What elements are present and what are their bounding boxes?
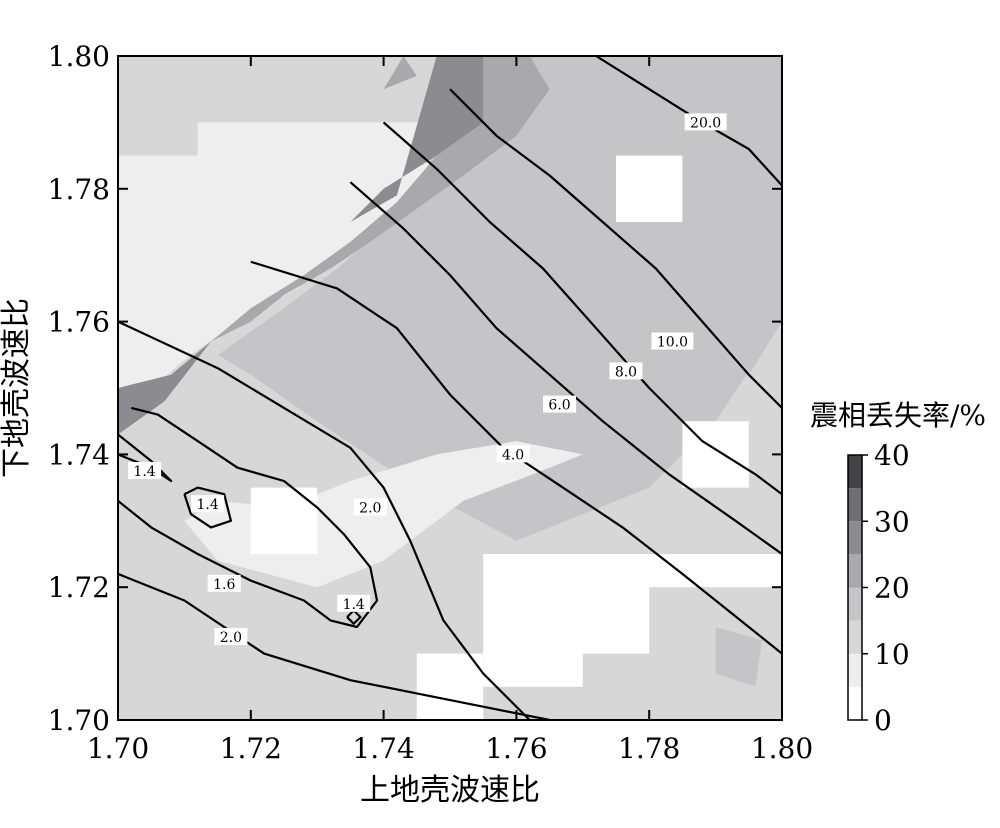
y-tick-label: 1.80 (48, 40, 110, 73)
fill-region-14 (715, 627, 763, 687)
y-tick-label: 1.76 (48, 306, 110, 339)
contour-line-6.0 (349, 181, 782, 555)
y-tick-label: 1.74 (48, 438, 110, 471)
y-tick-label: 1.72 (48, 571, 110, 604)
x-tick-label: 1.74 (352, 732, 414, 765)
x-tick-label: 1.72 (220, 732, 282, 765)
contour-label-6.0: 6.0 (548, 398, 570, 414)
y-axis: 1.70 1.72 1.74 1.76 1.78 1.80 (48, 40, 782, 737)
contour-line-1.6 (118, 406, 379, 629)
contour-label-1.4: 1.4 (343, 597, 365, 613)
colorbar-tick-label: 10 (874, 638, 910, 671)
contour-label-box (543, 395, 577, 413)
contour-label-1.4: 1.4 (197, 497, 219, 513)
contour-label-2.0: 2.0 (220, 630, 242, 646)
contour-line-4.0 (250, 260, 782, 655)
x-tick-label: 1.78 (618, 732, 680, 765)
contour-label-2.0: 2.0 (359, 501, 381, 517)
contour-line-10.0 (449, 88, 782, 409)
colorbar-ticks: 0 10 20 30 40 (862, 439, 910, 737)
contour-line-8.0 (382, 121, 782, 496)
fill-region-5 (383, 56, 417, 90)
contour-labels: 1.4 1.4 1.4 1.6 2.0 2.0 4.0 6.0 8.0 10.0 20.0 (128, 113, 727, 646)
contour-line-1.4 (346, 609, 362, 625)
fill-region-13 (350, 321, 484, 402)
contour-label-box (337, 594, 371, 612)
colorbar: 震相丢失率/% 0 10 20 30 40 (810, 399, 986, 737)
colorbar-swatch (848, 521, 862, 555)
colorbar-swatches (847, 454, 863, 721)
colorbar-swatch (848, 455, 862, 489)
contour-label-box (207, 574, 241, 592)
y-tick-label: 1.70 (48, 704, 110, 737)
colorbar-tick-label: 30 (874, 505, 910, 538)
fill-region-7 (250, 487, 318, 554)
contour-label-1.6: 1.6 (213, 577, 235, 593)
contour-label-box (684, 113, 727, 131)
contour-line-1.4 (183, 486, 232, 529)
colorbar-tick-label: 20 (874, 572, 910, 605)
contour-label-box (191, 495, 225, 513)
contour-label-box (609, 362, 643, 380)
fill-region-8 (483, 554, 782, 687)
colorbar-swatch (848, 620, 862, 654)
contour-label-box (496, 445, 530, 463)
x-tick-label: 1.80 (751, 732, 813, 765)
colorbar-tick-label: 40 (874, 439, 910, 472)
plot-frame (117, 55, 783, 721)
fill-region-9 (416, 653, 484, 720)
plot-area: 1.4 1.4 1.4 1.6 2.0 2.0 4.0 6.0 8.0 10.0 20.0 (117, 55, 783, 721)
y-tick-label: 1.78 (48, 173, 110, 206)
fill-region-0 (118, 89, 450, 388)
contour-label-box (353, 498, 387, 516)
contour-label-20.0: 20.0 (690, 115, 721, 131)
contour-label-4.0: 4.0 (502, 447, 524, 463)
colorbar-tick-label: 0 (874, 704, 892, 737)
contour-label-box (214, 628, 248, 645)
colorbar-title: 震相丢失率/% (810, 399, 986, 432)
x-axis-title: 上地壳波速比 (360, 773, 540, 808)
fill-region-3 (350, 56, 484, 222)
x-axis: 1.70 1.72 1.74 1.76 1.78 1.80 (87, 56, 813, 765)
x-tick-label: 1.70 (87, 732, 149, 765)
contour-lines (118, 56, 782, 720)
contour-label-box (128, 462, 162, 479)
colorbar-swatch (848, 488, 862, 522)
colorbar-swatch (848, 686, 862, 720)
fill-region-12 (682, 268, 782, 375)
filled-contour-regions (118, 56, 782, 720)
colorbar-swatch (848, 554, 862, 588)
contour-label-1.4: 1.4 (133, 464, 155, 480)
colorbar-swatch (848, 653, 862, 687)
fill-region-10 (616, 155, 683, 222)
contour-line-2.0 (118, 572, 550, 720)
contour-label-8.0: 8.0 (615, 364, 637, 380)
y-axis-title: 下地壳波速比 (0, 298, 34, 478)
x-tick-label: 1.76 (485, 732, 547, 765)
colorbar-swatch (848, 587, 862, 621)
contour-label-10.0: 10.0 (657, 335, 688, 351)
contour-line-2.0 (118, 320, 531, 720)
contour-label-box (651, 332, 694, 350)
